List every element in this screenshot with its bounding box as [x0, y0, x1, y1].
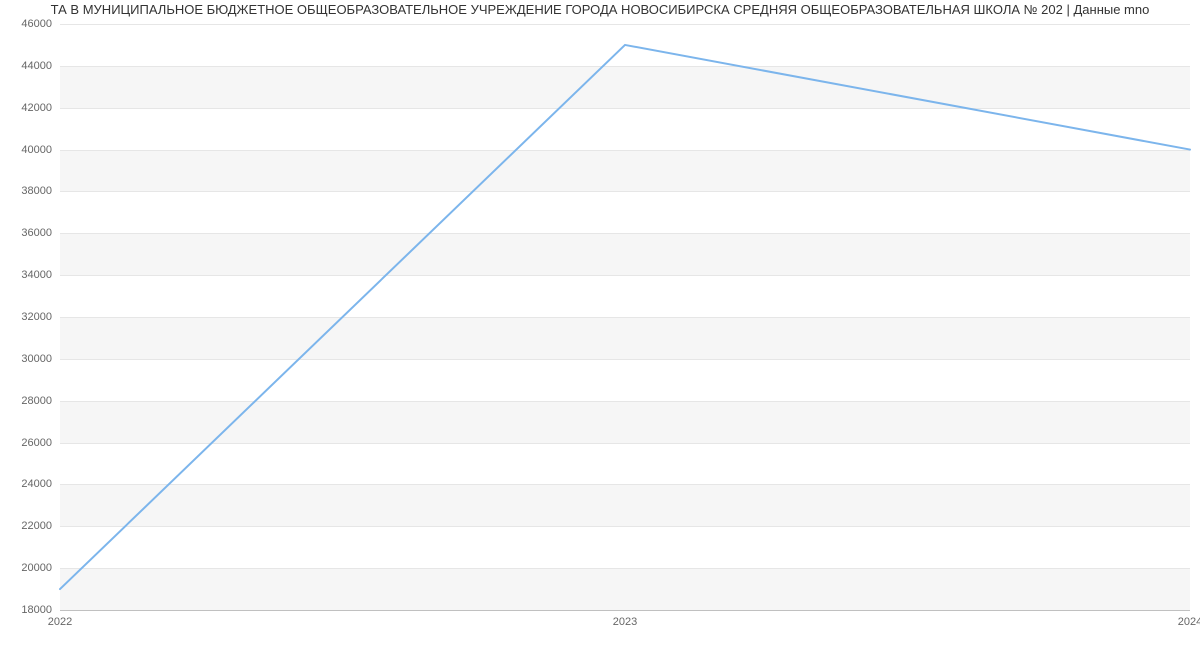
- x-tick-label: 2024: [1178, 616, 1200, 628]
- y-tick-label: 40000: [21, 144, 52, 156]
- plot-area: 1800020000220002400026000280003000032000…: [60, 24, 1190, 610]
- y-tick-label: 30000: [21, 353, 52, 365]
- y-tick-label: 24000: [21, 478, 52, 490]
- chart-title: ТА В МУНИЦИПАЛЬНОЕ БЮДЖЕТНОЕ ОБЩЕОБРАЗОВ…: [0, 2, 1200, 17]
- y-tick-label: 26000: [21, 437, 52, 449]
- line-series: [60, 24, 1190, 610]
- y-tick-label: 28000: [21, 395, 52, 407]
- y-tick-label: 20000: [21, 562, 52, 574]
- x-tick-label: 2022: [48, 616, 72, 628]
- y-tick-label: 36000: [21, 227, 52, 239]
- y-tick-label: 44000: [21, 60, 52, 72]
- y-tick-label: 42000: [21, 102, 52, 114]
- y-tick-label: 18000: [21, 604, 52, 616]
- x-axis-line: [60, 610, 1190, 611]
- y-tick-label: 32000: [21, 311, 52, 323]
- series-line: [60, 45, 1190, 589]
- y-tick-label: 38000: [21, 185, 52, 197]
- x-tick-label: 2023: [613, 616, 637, 628]
- y-tick-label: 46000: [21, 18, 52, 30]
- y-tick-label: 22000: [21, 520, 52, 532]
- chart-container: ТА В МУНИЦИПАЛЬНОЕ БЮДЖЕТНОЕ ОБЩЕОБРАЗОВ…: [0, 0, 1200, 650]
- y-tick-label: 34000: [21, 269, 52, 281]
